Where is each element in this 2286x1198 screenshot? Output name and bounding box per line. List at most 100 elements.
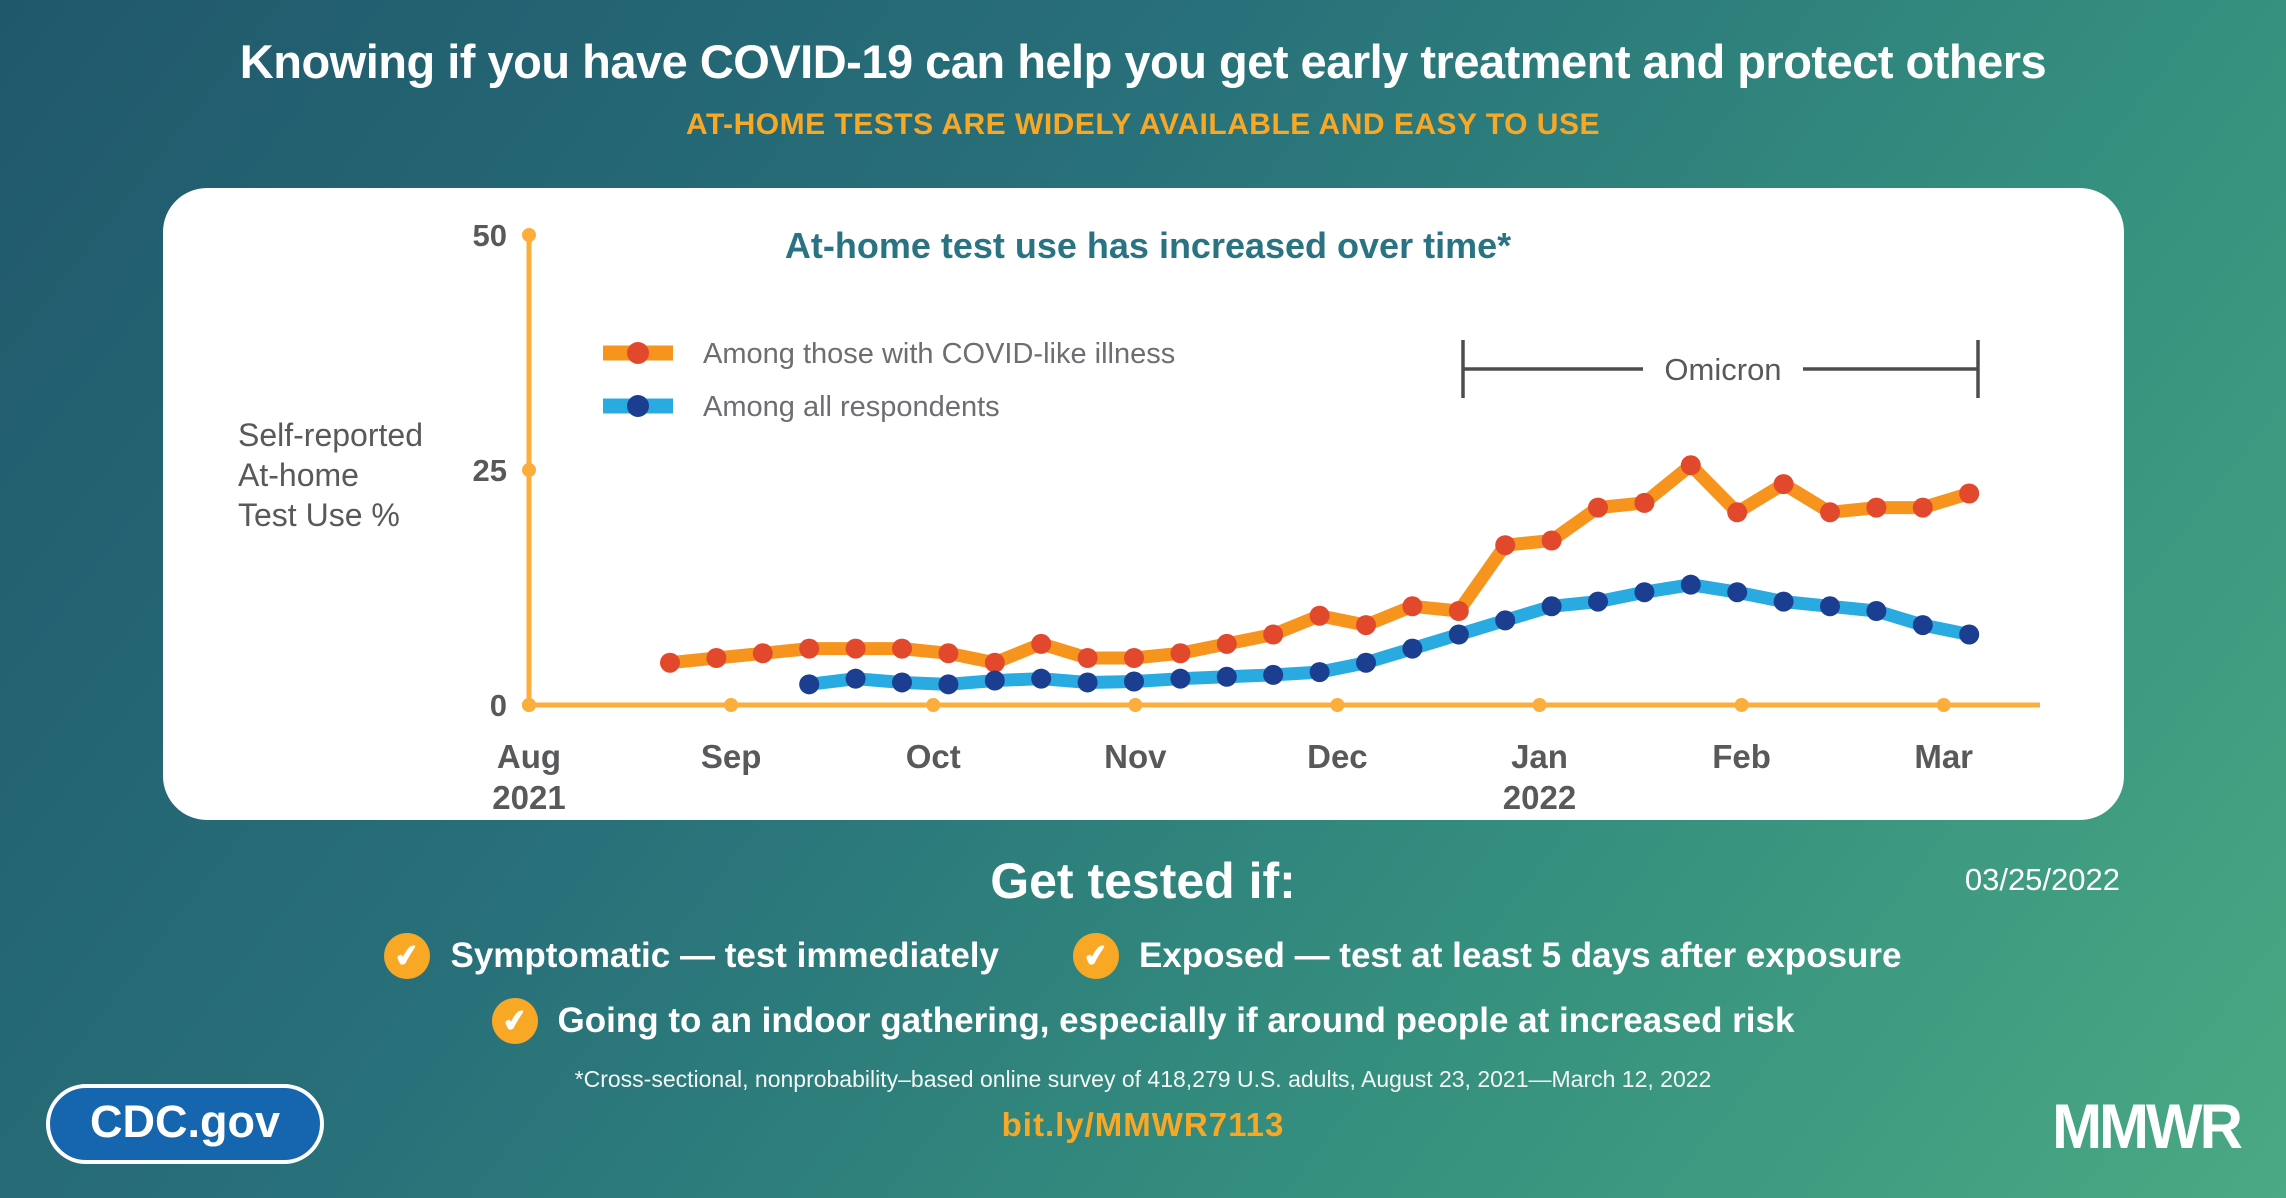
all-respondents-series-line (802, 578, 1976, 691)
covid-like-illness-data-point (845, 638, 866, 659)
all-respondents-data-point (984, 670, 1005, 691)
all-respondents-data-point (1495, 610, 1516, 631)
x-tick-label: Jan (1511, 738, 1568, 775)
report-date: 03/25/2022 (1964, 862, 2120, 897)
covid-like-illness-data-point (1541, 530, 1562, 551)
all-respondents-data-point (1402, 638, 1423, 659)
y-tick-dot (522, 228, 536, 242)
covid-like-illness-data-point (1820, 502, 1840, 523)
bullet-exposed-label: Exposed — test at least 5 days after exp… (1138, 936, 1902, 975)
page-subtitle: AT-HOME TESTS ARE WIDELY AVAILABLE AND E… (686, 108, 1600, 141)
check-icon: ✔ (1069, 930, 1122, 982)
x-tick-dot (1532, 698, 1547, 712)
all-respondents-data-point (1309, 662, 1330, 683)
y-axis-label-line: At-home (238, 457, 359, 493)
covid-like-illness-data-point (1912, 497, 1933, 518)
all-respondents-data-point (1448, 624, 1469, 645)
covid-like-illness-data-point (1031, 633, 1052, 654)
all-respondents-data-point (845, 668, 866, 689)
y-tick-label: 50 (473, 218, 507, 253)
covid-like-illness-data-point (892, 638, 912, 659)
all-respondents-data-point (1959, 624, 1980, 645)
covid-like-illness-data-point (984, 652, 1005, 673)
x-tick-year-label: 2022 (1503, 779, 1576, 816)
covid-like-illness-data-point (1216, 633, 1237, 654)
bullet-row-2: ✔ Going to an indoor gathering, especial… (0, 995, 2286, 1047)
covid-like-illness-data-point (1680, 455, 1701, 476)
covid-like-illness-data-point (706, 648, 727, 668)
test-use-line-chart: At-home test use has increased over time… (238, 218, 2040, 816)
x-tick-dot (1734, 698, 1749, 712)
all-respondents-data-point (1541, 596, 1562, 617)
all-respondents-data-point (1588, 591, 1608, 612)
x-tick-label: Oct (906, 738, 961, 775)
covid-like-illness-data-point (1124, 648, 1144, 668)
bullet-symptomatic-label: Symptomatic — test immediately (450, 936, 999, 975)
y-axis-label-line: Self-reported (238, 417, 423, 453)
covid-like-illness-series-line (663, 458, 1976, 670)
y-tick-label: 25 (473, 453, 507, 488)
chart-panel: At-home test use has increased over time… (163, 188, 2124, 820)
bullet-symptomatic: ✔ Symptomatic — test immediately (381, 930, 999, 982)
bullet-exposed: ✔ Exposed — test at least 5 days after e… (1069, 930, 1902, 982)
legend-swatch-dot (627, 342, 649, 364)
covid-like-illness-data-point (1309, 605, 1330, 626)
check-icon: ✔ (488, 995, 541, 1047)
all-respondents-data-point (1866, 601, 1887, 621)
x-tick-dot (1936, 698, 1951, 712)
all-respondents-data-point (1912, 615, 1933, 636)
covid-like-illness-data-point (1402, 596, 1423, 617)
covid-like-illness-data-point (938, 643, 959, 664)
mmwr-logo: MMWR (2052, 1091, 2243, 1162)
check-icon: ✔ (381, 930, 434, 982)
x-tick-dot (926, 698, 941, 712)
all-respondents-data-point (1077, 672, 1098, 693)
covid-like-illness-data-point (1959, 483, 1980, 504)
x-tick-label: Aug (497, 738, 561, 775)
x-tick-year-label: 2021 (492, 779, 565, 816)
bullet-gathering: ✔ Going to an indoor gathering, especial… (488, 995, 1794, 1047)
covid-like-illness-data-point (1866, 497, 1887, 518)
x-tick-label: Feb (1712, 738, 1771, 775)
all-respondents-data-point (938, 674, 959, 695)
x-tick-label: Mar (1914, 738, 1973, 775)
legend-label: Among all respondents (703, 391, 1000, 423)
all-respondents-data-point (1680, 574, 1701, 595)
legend-swatch-dot (627, 395, 649, 417)
all-respondents-data-point (892, 672, 912, 693)
mmwr-short-link[interactable]: bit.ly/MMWR7113 (1001, 1106, 1285, 1143)
chart-title: At-home test use has increased over time… (785, 225, 1511, 266)
covid-like-illness-data-point (660, 652, 680, 673)
x-tick-dot (724, 698, 739, 712)
covid-like-illness-data-point (1727, 502, 1748, 523)
covid-like-illness-data-point (752, 643, 773, 664)
covid-like-illness-data-point (1170, 643, 1191, 664)
y-axis-label-line: Test Use % (238, 497, 400, 533)
all-respondents-data-point (1634, 582, 1655, 603)
x-tick-dot (1330, 698, 1345, 712)
covid-like-illness-data-point (1634, 492, 1655, 513)
covid-like-illness-data-point (1448, 601, 1469, 621)
all-respondents-data-point (1773, 591, 1794, 612)
x-tick-dot (522, 698, 536, 712)
covid-like-illness-data-point (1588, 497, 1608, 518)
bullet-row-1: ✔ Symptomatic — test immediately ✔ Expos… (0, 930, 2286, 982)
covid-like-illness-data-point (1356, 615, 1376, 636)
all-respondents-data-point (1820, 596, 1840, 617)
y-tick-dot (522, 463, 536, 477)
all-respondents-data-point (1170, 668, 1191, 689)
x-tick-dot (1128, 698, 1143, 712)
survey-footnote: *Cross-sectional, nonprobability–based o… (574, 1066, 1712, 1092)
all-respondents-data-point (1263, 664, 1284, 685)
all-respondents-data-point (1216, 666, 1237, 687)
cdc-gov-logo-button[interactable]: CDC.gov (46, 1084, 324, 1164)
legend-label: Among those with COVID-like illness (703, 338, 1175, 370)
omicron-annotation-label: Omicron (1664, 352, 1781, 387)
covid-like-illness-data-point (1495, 535, 1516, 556)
x-tick-label: Sep (701, 738, 762, 775)
all-respondents-data-point (1031, 668, 1052, 689)
covid-like-illness-data-point (1263, 624, 1284, 645)
page-title: Knowing if you have COVID-19 can help yo… (239, 35, 2047, 88)
y-tick-label: 0 (490, 688, 507, 723)
